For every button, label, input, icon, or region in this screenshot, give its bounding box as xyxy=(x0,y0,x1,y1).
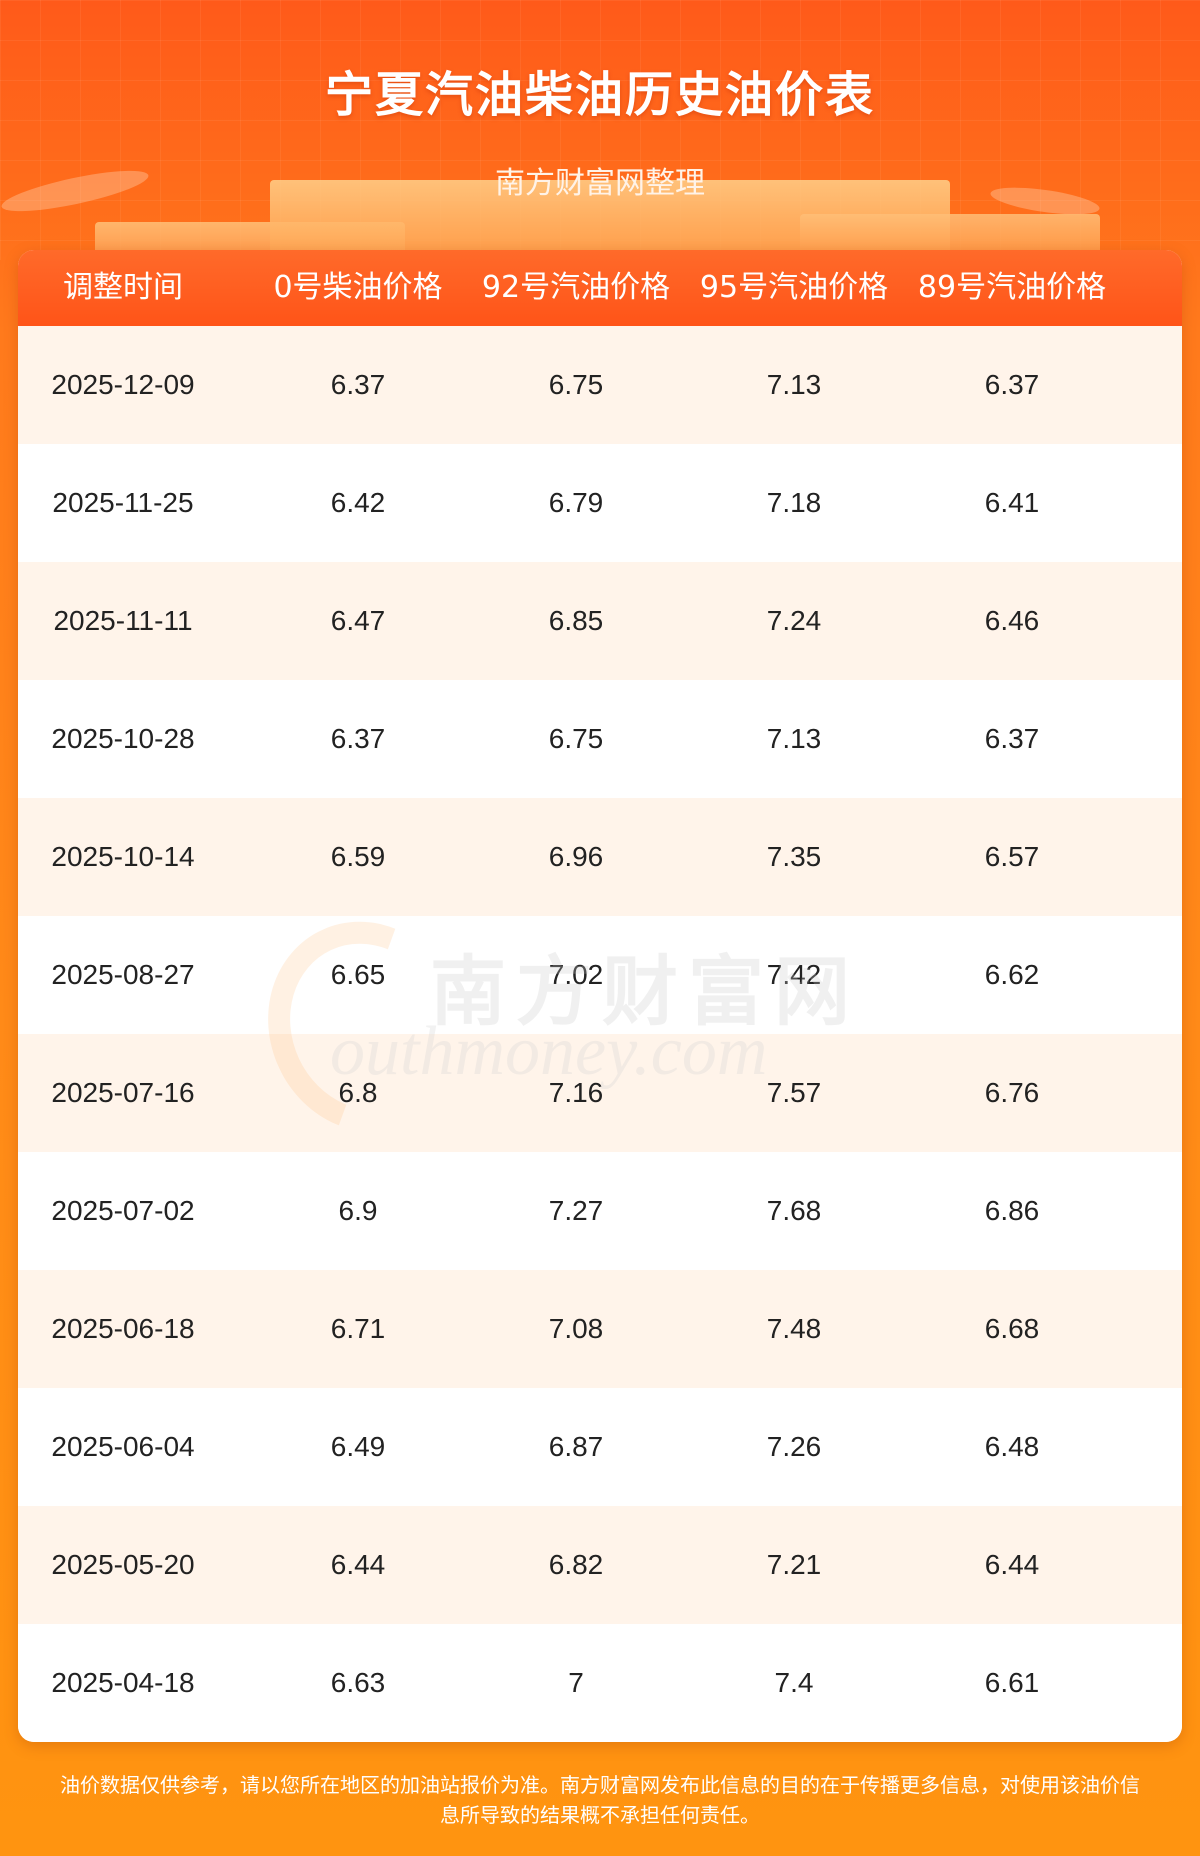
cell-gasoline-95: 7.21 xyxy=(766,1549,822,1580)
table-row: 2025-06-04 6.49 6.87 7.26 6.48 xyxy=(18,1388,1182,1506)
cell-gasoline-95: 7.18 xyxy=(766,487,822,518)
cell-gasoline-89: 6.62 xyxy=(984,959,1040,990)
column-header-diesel-0: 0号柴油价格 xyxy=(273,270,443,305)
cell-gasoline-89: 6.37 xyxy=(984,369,1040,400)
price-table: 调整时间 0号柴油价格 92号汽油价格 95号汽油价格 89号汽油价格 2025… xyxy=(18,250,1182,1742)
cell-gasoline-92: 7.08 xyxy=(548,1313,604,1344)
cell-gasoline-89: 6.68 xyxy=(984,1313,1040,1344)
cell-diesel-0: 6.47 xyxy=(330,605,386,636)
cell-date: 2025-10-14 xyxy=(51,841,195,872)
cell-gasoline-89: 6.86 xyxy=(984,1195,1040,1226)
column-header-date: 调整时间 xyxy=(63,270,183,305)
cell-date: 2025-08-27 xyxy=(51,959,195,990)
cell-gasoline-92: 7.16 xyxy=(548,1077,604,1108)
cell-diesel-0: 6.65 xyxy=(330,959,386,990)
column-header-gasoline-95: 95号汽油价格 xyxy=(699,270,889,305)
cell-gasoline-92: 7.02 xyxy=(548,959,604,990)
cell-gasoline-89: 6.41 xyxy=(984,487,1040,518)
cell-date: 2025-05-20 xyxy=(51,1549,195,1580)
cell-date: 2025-10-28 xyxy=(51,723,195,754)
cell-diesel-0: 6.49 xyxy=(330,1431,386,1462)
cell-gasoline-89: 6.37 xyxy=(984,723,1040,754)
cell-date: 2025-11-25 xyxy=(52,487,194,518)
cell-gasoline-92: 6.96 xyxy=(548,841,604,872)
cell-diesel-0: 6.63 xyxy=(330,1667,386,1698)
page-subtitle: 南方财富网整理 xyxy=(495,166,705,201)
cell-gasoline-95: 7.35 xyxy=(766,841,822,872)
disclaimer: 油价数据仅供参考，请以您所在地区的加油站报价为准。南方财富网发布此信息的目的在于… xyxy=(0,1770,1200,1830)
cell-date: 2025-12-09 xyxy=(51,369,195,400)
table-row: 2025-12-09 6.37 6.75 7.13 6.37 xyxy=(18,326,1182,444)
cell-gasoline-95: 7.42 xyxy=(766,959,822,990)
cell-diesel-0: 6.59 xyxy=(330,841,386,872)
cell-gasoline-92: 6.82 xyxy=(548,1549,604,1580)
cell-diesel-0: 6.8 xyxy=(338,1077,378,1108)
cell-date: 2025-06-18 xyxy=(51,1313,195,1344)
cell-gasoline-92: 6.85 xyxy=(548,605,604,636)
table-row: 2025-08-27 6.65 7.02 7.42 6.62 xyxy=(18,916,1182,1034)
table-row: 2025-11-25 6.42 6.79 7.18 6.41 xyxy=(18,444,1182,562)
table-header: 调整时间 0号柴油价格 92号汽油价格 95号汽油价格 89号汽油价格 xyxy=(18,250,1182,326)
table-row: 2025-05-20 6.44 6.82 7.21 6.44 xyxy=(18,1506,1182,1624)
table-row: 2025-04-18 6.63 7 7.4 6.61 xyxy=(18,1624,1182,1742)
cell-date: 2025-07-02 xyxy=(51,1195,195,1226)
cell-date: 2025-04-18 xyxy=(51,1667,195,1698)
cell-diesel-0: 6.9 xyxy=(338,1195,378,1226)
column-header-gasoline-92: 92号汽油价格 xyxy=(481,270,671,305)
column-header-gasoline-89: 89号汽油价格 xyxy=(917,270,1107,305)
table-row: 2025-11-11 6.47 6.85 7.24 6.46 xyxy=(18,562,1182,680)
cell-gasoline-95: 7.4 xyxy=(774,1667,814,1698)
disclaimer-line-2: 息所导致的结果概不承担任何责任。 xyxy=(440,1803,760,1827)
cell-diesel-0: 6.37 xyxy=(330,723,386,754)
cell-date: 2025-11-11 xyxy=(53,605,193,636)
cell-gasoline-95: 7.26 xyxy=(766,1431,822,1462)
table-row: 2025-07-16 6.8 7.16 7.57 6.76 xyxy=(18,1034,1182,1152)
header-banner: 宁夏汽油柴油历史油价表 南方财富网整理 xyxy=(0,0,1200,262)
cell-date: 2025-06-04 xyxy=(51,1431,195,1462)
cell-gasoline-89: 6.46 xyxy=(984,605,1040,636)
cell-gasoline-92: 6.75 xyxy=(548,369,604,400)
cell-gasoline-95: 7.24 xyxy=(766,605,822,636)
cell-gasoline-92: 7 xyxy=(568,1667,584,1698)
cell-diesel-0: 6.71 xyxy=(330,1313,386,1344)
cell-diesel-0: 6.42 xyxy=(330,487,386,518)
cell-gasoline-89: 6.57 xyxy=(984,841,1040,872)
disclaimer-line-1: 油价数据仅供参考，请以您所在地区的加油站报价为准。南方财富网发布此信息的目的在于… xyxy=(60,1773,1140,1797)
page-title: 宁夏汽油柴油历史油价表 xyxy=(324,67,875,123)
cell-diesel-0: 6.44 xyxy=(330,1549,386,1580)
cell-gasoline-92: 6.75 xyxy=(548,723,604,754)
table-row: 2025-07-02 6.9 7.27 7.68 6.86 xyxy=(18,1152,1182,1270)
cell-gasoline-92: 7.27 xyxy=(548,1195,604,1226)
cell-gasoline-95: 7.57 xyxy=(766,1077,822,1108)
table-row: 2025-10-28 6.37 6.75 7.13 6.37 xyxy=(18,680,1182,798)
table-row: 2025-10-14 6.59 6.96 7.35 6.57 xyxy=(18,798,1182,916)
cell-gasoline-89: 6.48 xyxy=(984,1431,1040,1462)
cell-gasoline-95: 7.13 xyxy=(766,369,822,400)
cell-gasoline-95: 7.68 xyxy=(766,1195,822,1226)
table-row: 2025-06-18 6.71 7.08 7.48 6.68 xyxy=(18,1270,1182,1388)
cell-gasoline-89: 6.61 xyxy=(984,1667,1040,1698)
cell-gasoline-95: 7.13 xyxy=(766,723,822,754)
cell-diesel-0: 6.37 xyxy=(330,369,386,400)
cell-gasoline-92: 6.79 xyxy=(548,487,604,518)
cell-date: 2025-07-16 xyxy=(51,1077,195,1108)
cell-gasoline-89: 6.44 xyxy=(984,1549,1040,1580)
cell-gasoline-95: 7.48 xyxy=(766,1313,822,1344)
cell-gasoline-89: 6.76 xyxy=(984,1077,1040,1108)
cell-gasoline-92: 6.87 xyxy=(548,1431,604,1462)
